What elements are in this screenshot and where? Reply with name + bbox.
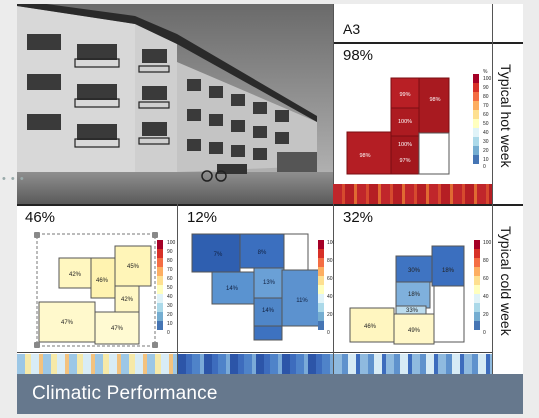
selection-handle[interactable] [152,342,158,348]
scale-tick: 80 [483,258,489,264]
scale-tick: 80 [327,258,333,264]
cold-heat-strip-2 [178,354,333,374]
scale-tick: 100 [327,240,334,246]
scale-tick: 10 [483,157,489,163]
cold3-room-label: 46% [364,324,377,330]
hot-room-label: 100% [398,119,412,125]
cold-percent-3: 32% [343,209,374,226]
caption-title: Climatic Performance [32,383,218,404]
scale-tick: 60 [327,276,333,282]
cold1-room-label: 47% [111,326,124,332]
cold2-room-label: 7% [214,252,223,258]
scale-tick: 50 [483,121,489,127]
hot-room-label: 98% [359,153,370,159]
cold-floorplan-3: 30% 18% 18% 33% 46% 49% [349,240,492,345]
cold2-scale: 100 80 60 40 20 0 [318,240,334,336]
cold1-room-label: 47% [61,320,74,326]
hot-heat-strip [333,184,492,204]
scale-tick: 10 [167,321,173,327]
scale-tick: 40 [327,294,333,300]
hot-room-label: 98% [429,97,440,103]
cold3-room-label: 33% [406,308,419,314]
selection-handle[interactable] [34,342,40,348]
more-dots-icon[interactable]: • • • [2,173,25,185]
scale-tick: 0 [167,330,170,336]
cold-floorplan-1: 42% 46% 45% 42% 47% 47% [36,233,176,347]
scale-tick: 40 [167,294,173,300]
grid-line [17,204,523,206]
scale-tick: 50 [167,285,173,291]
scale-tick: 40 [483,130,489,136]
scale-tick: 20 [327,312,333,318]
hot-scale: % 100 90 80 70 60 50 40 30 20 10 0 [473,69,492,170]
grid-line [17,352,492,353]
scale-tick: 80 [483,94,489,100]
header-label: A3 [343,21,361,37]
scale-tick: 0 [327,330,330,336]
scale-tick: 60 [483,276,489,282]
hot-percent: 98% [343,47,374,64]
cold3-room-label: 30% [408,268,421,274]
cold-percent-2: 12% [187,209,218,226]
scale-tick: 20 [167,312,173,318]
grid-line [492,4,493,374]
cold1-scale: 100 90 80 70 60 50 40 30 20 10 0 [157,240,176,336]
scale-tick: 0 [483,164,486,170]
building-photo [17,4,333,204]
scale-tick: 100 [483,240,492,246]
scale-tick: 100 [483,76,492,82]
hot-room-label: 99% [399,92,410,98]
cold-percent-1: 46% [25,209,56,226]
cold1-room-label: 46% [96,278,109,284]
cold-heat-strip-1 [17,354,177,374]
scale-tick: 20 [483,312,489,318]
cold2-room-label: 14% [262,308,275,314]
scale-tick: 70 [167,267,173,273]
scale-tick: 90 [483,85,489,91]
scale-tick: % [483,69,488,75]
grid-line [333,42,523,44]
cold3-room-label: 18% [408,292,421,298]
scale-tick: 100 [167,240,176,246]
cold-heat-strip-3 [334,354,492,374]
scale-tick: 90 [167,249,173,255]
cold1-room-label: 42% [121,297,134,303]
scale-tick: 30 [167,303,173,309]
cold2-room-label: 13% [263,280,276,286]
grid-line [177,204,178,374]
scale-tick: 60 [167,276,173,282]
hot-room-label: 97% [399,158,410,164]
hot-week-label: Typical hot week [498,64,514,168]
scale-tick: 60 [483,112,489,118]
cold2-room-label: 11% [296,298,308,304]
scale-tick: 30 [483,139,489,145]
caption-bar: Climatic Performance [17,374,523,414]
cold3-scale: 100 80 60 40 20 0 [474,240,492,336]
selection-handle[interactable] [152,232,158,238]
scale-tick: 40 [483,294,489,300]
scale-tick: 70 [483,103,489,109]
selection-handle[interactable] [34,232,40,238]
cold1-room-label: 45% [127,264,140,270]
scale-tick: 20 [483,148,489,154]
figure-panel: A3 98% 46% 12% 32% Typical hot week Typi… [17,4,523,374]
scale-tick: 80 [167,258,173,264]
cold-floorplan-2: 7% 8% 13% 14% 14% 11% [191,233,334,341]
cold2-room-label: 8% [258,250,267,256]
cold1-room-label: 42% [69,272,82,278]
cold3-room-label: 18% [442,268,455,274]
cold3-room-label: 49% [408,328,421,334]
gallery-card[interactable]: A3 98% 46% 12% 32% Typical hot week Typi… [17,4,523,414]
hot-room-label: 100% [398,142,412,148]
cold2-room-label: 14% [226,286,239,292]
scale-tick: 0 [483,330,486,336]
cold-week-label: Typical cold week [498,226,514,336]
hot-floorplan: 99% 98% 100% 100% 98% 97% [346,69,492,175]
